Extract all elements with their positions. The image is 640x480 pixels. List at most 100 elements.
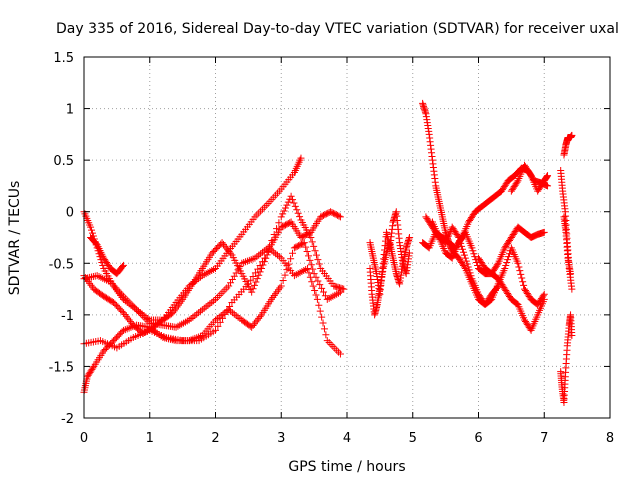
data-point bbox=[513, 178, 521, 186]
y-tick-labels: 1.5 1 0.5 0 -0.5 -1 -1.5 -2 bbox=[49, 51, 74, 427]
x-tick-label: 4 bbox=[343, 431, 351, 446]
x-axis-label: GPS time / hours bbox=[288, 459, 405, 475]
x-tick-labels: 0 1 2 3 4 5 6 7 8 bbox=[80, 431, 614, 446]
y-tick-label: -1.5 bbox=[49, 360, 74, 375]
data-point bbox=[119, 309, 127, 317]
data-point bbox=[515, 263, 523, 271]
x-tick-label: 6 bbox=[474, 431, 482, 446]
data-point bbox=[312, 291, 320, 299]
data-point bbox=[322, 331, 330, 339]
data-point bbox=[122, 312, 130, 320]
data-point bbox=[493, 261, 501, 269]
data-point bbox=[252, 318, 260, 326]
data-point bbox=[457, 239, 465, 247]
data-point bbox=[225, 282, 233, 290]
data-point bbox=[306, 256, 314, 264]
series-track-C bbox=[80, 208, 344, 358]
data-point bbox=[336, 288, 344, 296]
data-point bbox=[287, 192, 295, 200]
data-point bbox=[540, 295, 548, 303]
data-point bbox=[119, 261, 127, 269]
data-point bbox=[299, 239, 307, 247]
x-tick-label: 8 bbox=[606, 431, 614, 446]
data-point bbox=[273, 225, 281, 233]
data-point bbox=[468, 244, 476, 252]
data-point bbox=[253, 275, 261, 283]
data-point bbox=[213, 293, 221, 301]
data-point bbox=[405, 234, 413, 241]
data-point bbox=[308, 238, 316, 246]
data-point bbox=[265, 247, 273, 255]
data-point bbox=[304, 264, 312, 272]
data-point bbox=[321, 292, 329, 300]
data-point bbox=[314, 277, 322, 285]
data-point bbox=[518, 274, 526, 282]
data-point bbox=[461, 254, 469, 262]
data-point bbox=[283, 201, 291, 209]
data-point bbox=[277, 213, 285, 221]
data-point bbox=[219, 240, 227, 248]
data-point bbox=[302, 243, 310, 251]
data-point bbox=[466, 269, 474, 277]
series-track-L bbox=[428, 218, 548, 309]
data-point bbox=[285, 260, 293, 268]
data-point bbox=[311, 287, 319, 295]
data-point bbox=[304, 252, 312, 260]
y-tick-label: -0.5 bbox=[49, 257, 74, 272]
data-point bbox=[247, 276, 255, 284]
data-point bbox=[335, 348, 343, 356]
data-point bbox=[225, 247, 233, 255]
data-point bbox=[310, 270, 318, 278]
data-point bbox=[255, 314, 263, 322]
data-points bbox=[80, 99, 576, 407]
data-point bbox=[289, 196, 297, 204]
series-track-R bbox=[560, 213, 575, 278]
y-tick-label: -1 bbox=[61, 309, 74, 324]
chart-title: Day 335 of 2016, Sidereal Day-to-day VTE… bbox=[56, 21, 619, 37]
data-point bbox=[281, 204, 289, 212]
data-point bbox=[275, 219, 283, 227]
data-point bbox=[297, 154, 305, 162]
series-track-M bbox=[475, 254, 548, 334]
data-point bbox=[329, 342, 337, 350]
data-point bbox=[248, 288, 256, 296]
series-track-K bbox=[422, 213, 548, 278]
data-point bbox=[305, 269, 313, 277]
data-point bbox=[258, 264, 266, 272]
data-point bbox=[325, 339, 333, 347]
data-point bbox=[505, 253, 513, 261]
y-tick-label: 0.5 bbox=[53, 154, 74, 169]
data-point bbox=[227, 249, 235, 257]
series-track-D bbox=[80, 239, 344, 396]
data-point bbox=[280, 207, 288, 215]
data-point bbox=[310, 242, 318, 250]
data-point bbox=[309, 282, 317, 290]
data-point bbox=[318, 284, 326, 292]
data-point bbox=[249, 321, 257, 329]
data-point bbox=[259, 261, 267, 269]
data-point bbox=[307, 261, 315, 269]
data-point bbox=[252, 278, 260, 286]
data-point bbox=[460, 251, 468, 259]
data-point bbox=[212, 326, 219, 334]
series-track-F bbox=[87, 234, 127, 278]
data-point bbox=[319, 319, 327, 327]
data-point bbox=[255, 271, 263, 279]
data-point bbox=[126, 318, 134, 326]
data-point bbox=[463, 260, 471, 268]
data-point bbox=[124, 314, 132, 322]
data-point bbox=[462, 257, 470, 265]
data-point bbox=[296, 213, 304, 221]
data-point bbox=[308, 278, 316, 286]
data-point bbox=[327, 340, 335, 348]
data-point bbox=[470, 250, 478, 258]
data-point bbox=[262, 201, 270, 209]
data-point bbox=[405, 249, 413, 257]
data-point bbox=[458, 242, 466, 250]
series-track-N bbox=[507, 161, 552, 195]
data-point bbox=[281, 271, 289, 279]
data-point bbox=[291, 202, 299, 210]
data-point bbox=[312, 273, 320, 281]
data-point bbox=[224, 246, 232, 254]
